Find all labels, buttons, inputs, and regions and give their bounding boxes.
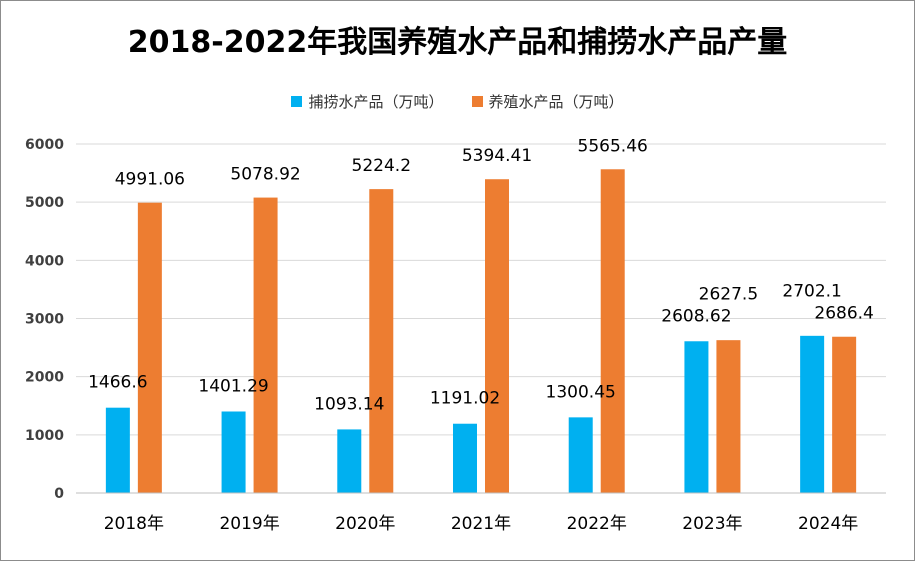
x-tick-label: 2020年: [335, 514, 395, 534]
y-tick-label: 4000: [25, 253, 64, 269]
data-label: 2686.4: [814, 304, 873, 324]
bar-catch: [221, 411, 246, 493]
bar-catch: [105, 407, 130, 493]
data-label: 5224.2: [352, 156, 411, 176]
data-label: 5394.41: [462, 146, 532, 166]
bar-farmed: [369, 189, 394, 493]
bar-catch: [800, 335, 825, 493]
data-label: 1401.29: [198, 376, 268, 396]
data-label: 5078.92: [230, 165, 300, 185]
y-tick-label: 5000: [25, 195, 64, 211]
x-tick-label: 2018年: [104, 514, 164, 534]
data-label: 4991.06: [115, 170, 185, 190]
x-tick-label: 2019年: [219, 514, 279, 534]
bar-farmed: [600, 169, 625, 493]
x-tick-label: 2024年: [798, 514, 858, 534]
legend: 捕捞水产品（万吨） 养殖水产品（万吨）: [1, 91, 914, 112]
y-tick-label: 1000: [25, 428, 64, 444]
data-label: 1191.02: [430, 389, 500, 409]
legend-swatch: [291, 96, 303, 107]
bar-farmed: [832, 336, 857, 493]
bar-catch: [337, 429, 362, 493]
y-tick-label: 3000: [25, 312, 64, 328]
legend-item-catch: 捕捞水产品（万吨）: [291, 91, 444, 112]
data-label: 2608.62: [661, 306, 731, 326]
bar-catch: [568, 417, 593, 493]
data-label: 5565.46: [578, 136, 648, 156]
bar-catch: [453, 423, 477, 493]
x-tick-label: 2021年: [451, 514, 511, 534]
legend-label: 养殖水产品（万吨）: [488, 93, 624, 111]
data-label: 2702.1: [782, 282, 841, 302]
y-tick-label: 6000: [25, 137, 64, 153]
legend-swatch: [471, 96, 483, 107]
x-tick-label: 2023年: [682, 514, 742, 534]
data-label: 1300.45: [546, 382, 616, 402]
bar-farmed: [253, 197, 278, 493]
legend-item-farmed: 养殖水产品（万吨）: [471, 91, 624, 112]
data-label: 2627.5: [699, 284, 758, 304]
data-label: 1466.6: [88, 373, 147, 393]
data-label: 1093.14: [314, 394, 384, 414]
chart-title: 2018-2022年我国养殖水产品和捕捞水产品产量: [127, 25, 788, 60]
bar-farmed: [137, 202, 162, 493]
x-tick-label: 2022年: [567, 514, 627, 534]
y-tick-label: 2000: [25, 370, 64, 386]
bar-catch: [684, 341, 709, 493]
y-tick-label: 0: [54, 486, 64, 502]
bar-farmed: [716, 340, 741, 493]
bar-farmed: [485, 179, 509, 493]
legend-label: 捕捞水产品（万吨）: [308, 93, 444, 111]
